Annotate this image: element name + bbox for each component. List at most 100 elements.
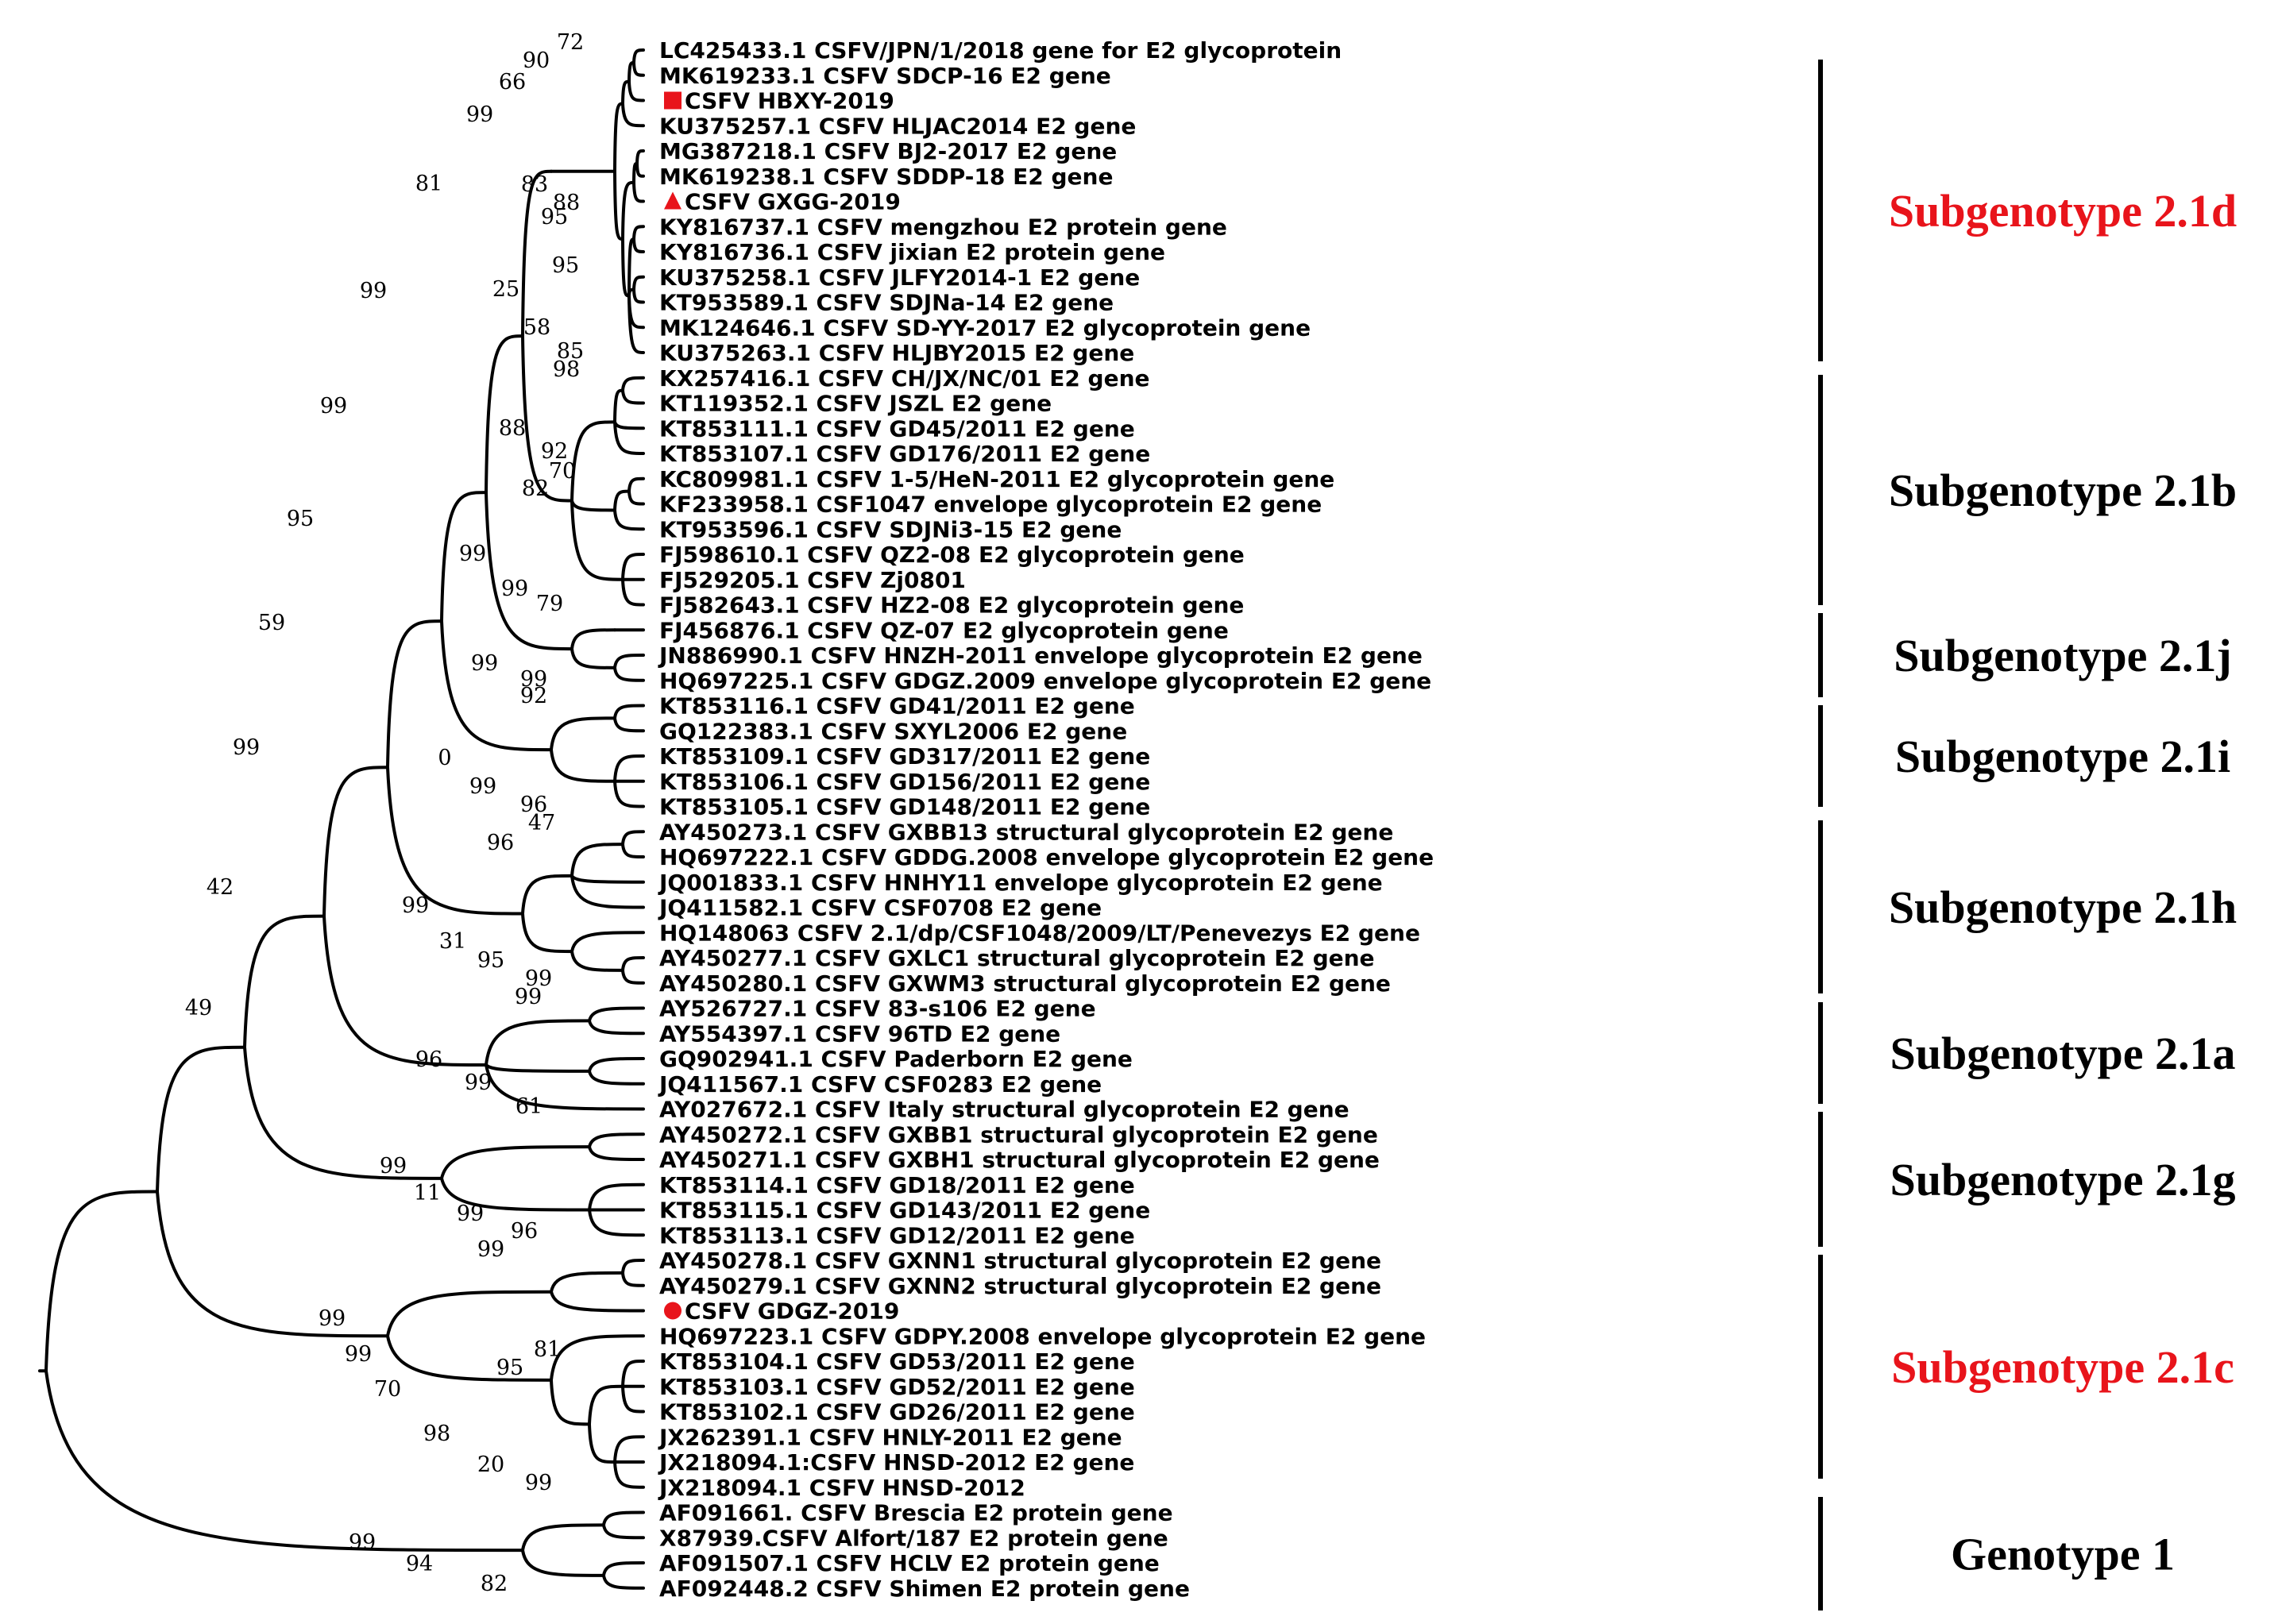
taxon-label: HQ148063 CSFV 2.1/dp/CSF1048/2009/LT/Pen… xyxy=(659,920,1420,946)
tree-branch-55 xyxy=(613,704,645,720)
bootstrap-value: 99 xyxy=(465,1070,492,1095)
taxon-label: KT119352.1 CSFV JSZL E2 gene xyxy=(659,391,1052,417)
tree-branch-6 xyxy=(485,334,524,495)
bootstrap-value: 99 xyxy=(402,893,429,918)
tree-branch-70 xyxy=(570,950,624,972)
tree-branch-75 xyxy=(588,1006,645,1023)
tree-branch-7 xyxy=(521,169,553,338)
tree-branch-52 xyxy=(613,665,645,682)
taxon-label: KC809981.1 CSFV 1-5/HeN-2011 E2 glycopro… xyxy=(659,466,1334,492)
taxon-label: KT853102.1 CSFV GD26/2011 E2 gene xyxy=(659,1399,1135,1425)
tree-branch-61 xyxy=(386,766,524,916)
bootstrap-value: 99 xyxy=(525,1471,552,1495)
taxon-label: AY450271.1 CSFV GXBH1 structural glycopr… xyxy=(659,1147,1380,1173)
tree-branch-102 xyxy=(588,1422,616,1464)
bootstrap-value: 82 xyxy=(522,476,549,501)
tree-branch-47 xyxy=(485,491,573,651)
taxon-label: CSFV GDGZ-2019 xyxy=(685,1298,899,1325)
bootstrap-value: 88 xyxy=(553,191,580,215)
tree-branch-97 xyxy=(550,1378,591,1426)
taxon-label: KT853105.1 CSFV GD148/2011 E2 gene xyxy=(659,794,1150,820)
tree-branch-57 xyxy=(550,748,616,783)
taxon-label: KU375257.1 CSFV HLJAC2014 E2 gene xyxy=(659,113,1136,139)
taxon-label: LC425433.1 CSFV/JPN/1/2018 gene for E2 g… xyxy=(659,37,1342,64)
tree-branch-71 xyxy=(621,956,645,972)
taxon-label: FJ456876.1 CSFV QZ-07 E2 glycoprotein ge… xyxy=(659,617,1229,643)
bootstrap-value: 49 xyxy=(185,996,212,1020)
tree-branch-46 xyxy=(621,577,645,607)
taxon-label: KX257416.1 CSFV CH/JX/NC/01 E2 gene xyxy=(659,365,1150,392)
tree-branch-54 xyxy=(550,716,616,752)
tree-branch-48 xyxy=(570,628,616,651)
tree-branch-34 xyxy=(621,376,645,392)
taxon-label: KT953596.1 CSFV SDJNi3-15 E2 gene xyxy=(659,516,1122,542)
bootstrap-value: 72 xyxy=(557,30,584,55)
bootstrap-value: 59 xyxy=(258,611,285,635)
tree-branch-68 xyxy=(521,912,573,954)
tree-branch-50 xyxy=(570,647,616,669)
taxon-label: HQ697222.1 CSFV GDDG.2008 envelope glyco… xyxy=(659,844,1434,870)
tree-branch-63 xyxy=(570,843,624,878)
tree-branch-105 xyxy=(613,1460,645,1489)
tree-branch-73 xyxy=(322,914,488,1067)
tree-branch-24 xyxy=(632,225,645,241)
tree-branch-69 xyxy=(570,931,645,954)
bootstrap-value: 20 xyxy=(477,1452,504,1477)
tree-branch-12 xyxy=(632,48,645,64)
bootstrap-value: 81 xyxy=(534,1337,561,1362)
tree-branch-98 xyxy=(588,1384,624,1426)
tree-branch-19 xyxy=(635,149,645,165)
tree-branch-95 xyxy=(386,1334,553,1382)
bootstrap-value: 99 xyxy=(525,966,552,991)
tree-branch-111 xyxy=(602,1561,645,1577)
clade-label: Subgenotype 2.1c xyxy=(1891,1341,2234,1393)
tree-branch-43 xyxy=(570,499,624,581)
tree-branch-32 xyxy=(570,420,616,503)
taxon-label: KT953589.1 CSFV SDJNa-14 E2 gene xyxy=(659,290,1114,316)
tree-branch-92 xyxy=(621,1259,645,1275)
tree-branch-84 xyxy=(588,1145,645,1161)
tree-branch-30 xyxy=(627,294,645,354)
taxon-label: KF233958.1 CSF1047 envelope glycoprotein… xyxy=(659,492,1322,518)
tree-branch-66 xyxy=(570,874,645,884)
tree-branch-94 xyxy=(550,1290,645,1313)
tree-branch-9 xyxy=(613,102,624,173)
tree-branch-93 xyxy=(621,1271,645,1287)
bootstrap-value: 47 xyxy=(528,811,555,835)
bootstrap-value: 99 xyxy=(459,542,486,566)
bootstrap-value: 88 xyxy=(499,416,526,441)
bootstrap-value: 99 xyxy=(471,651,498,676)
tree-branch-106 xyxy=(44,1369,524,1553)
taxon-label: AY554397.1 CSFV 96TD E2 gene xyxy=(659,1020,1060,1047)
taxon-label: AY027672.1 CSFV Italy structural glycopr… xyxy=(659,1097,1350,1123)
taxon-label: X87939.CSFV Alfort/187 E2 protein gene xyxy=(659,1525,1168,1551)
taxon-label: JX218094.1:CSFV HNSD-2012 E2 gene xyxy=(658,1449,1134,1475)
taxon-label: KT853104.1 CSFV GD53/2011 E2 gene xyxy=(659,1348,1135,1375)
tree-branch-33 xyxy=(613,388,624,424)
tree-branch-74 xyxy=(485,1019,591,1067)
bootstrap-value: 99 xyxy=(457,1202,484,1226)
tree-branch-41 xyxy=(627,489,645,506)
bootstrap-value: 66 xyxy=(499,70,526,95)
taxon-label: AY450278.1 CSFV GXNN1 structural glycopr… xyxy=(659,1248,1381,1274)
taxon-label: KT853111.1 CSFV GD45/2011 E2 gene xyxy=(659,415,1135,442)
taxon-label: AY450273.1 CSFV GXBB13 structural glycop… xyxy=(659,819,1393,845)
clade-label: Subgenotype 2.1g xyxy=(1890,1154,2235,1205)
taxon-label: MK124646.1 CSFV SD-YY-2017 E2 glycoprote… xyxy=(659,314,1311,341)
tree-branch-89 xyxy=(156,1190,389,1338)
bootstrap-value: 99 xyxy=(520,667,547,692)
tree-branch-60 xyxy=(613,779,645,808)
tree-branch-27 xyxy=(632,275,645,291)
bootstrap-value: 95 xyxy=(541,205,568,230)
tree-branch-77 xyxy=(485,1063,591,1073)
clade-label: Subgenotype 2.1j xyxy=(1894,630,2231,681)
taxon-label: JQ411567.1 CSFV CSF0283 E2 gene xyxy=(658,1071,1102,1097)
tree-branch-96 xyxy=(550,1334,645,1382)
tree-branch-39 xyxy=(613,489,631,512)
taxon-label: MK619233.1 CSFV SDCP-16 E2 gene xyxy=(659,63,1111,89)
bootstrap-value: 25 xyxy=(492,277,519,302)
tree-branch-44 xyxy=(621,553,645,581)
clade-label: Genotype 1 xyxy=(1951,1529,2175,1580)
taxon-label: CSFV HBXY-2019 xyxy=(685,88,894,114)
